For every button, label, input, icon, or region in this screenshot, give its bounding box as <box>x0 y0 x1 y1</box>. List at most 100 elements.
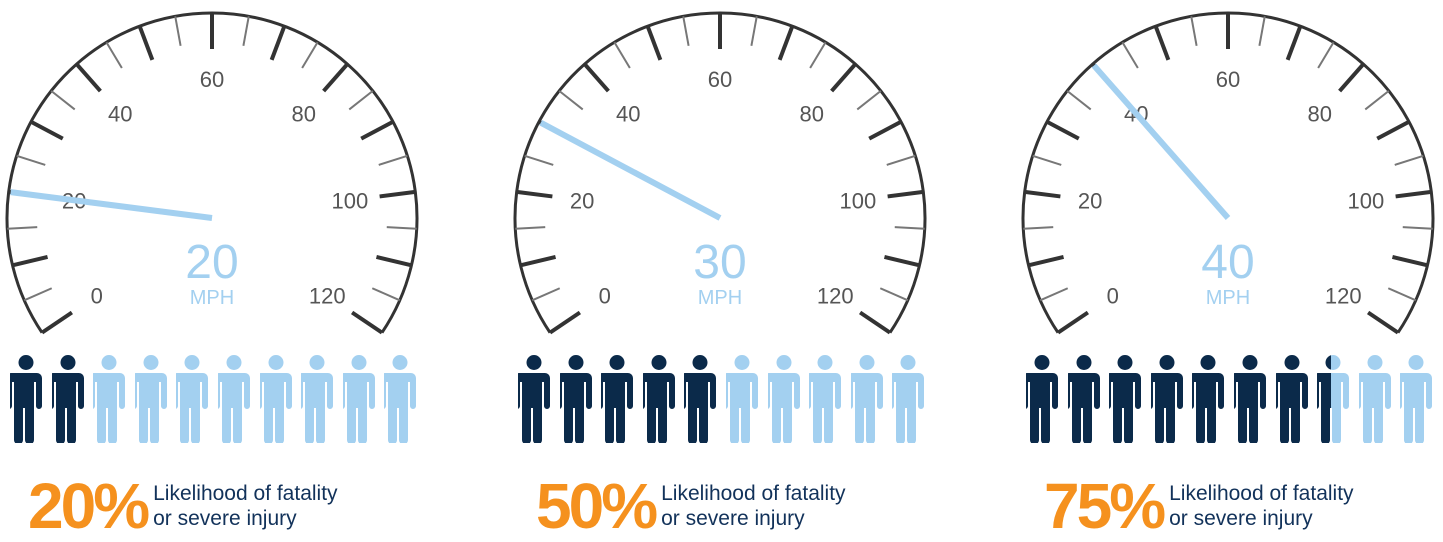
person-icon <box>1233 355 1266 443</box>
gauge-minor-tick <box>886 154 916 166</box>
gauge-major-tick <box>583 62 610 93</box>
gauge-tick-label: 0 <box>599 284 611 309</box>
person-icon <box>559 355 592 443</box>
gauge-minor-tick <box>1258 16 1266 47</box>
gauge-minor-tick <box>301 41 319 69</box>
gauge-minor-tick <box>16 154 46 166</box>
person-icon <box>518 355 550 443</box>
person-icon <box>134 355 167 443</box>
gauge-major-tick <box>1024 189 1061 199</box>
people-figures <box>518 355 934 443</box>
gauge-minor-tick <box>1023 226 1054 230</box>
gauge-tick-label: 100 <box>840 188 877 213</box>
gauge-minor-tick <box>105 41 123 69</box>
fatality-stat: 20% Likelihood of fatality or severe inj… <box>28 474 338 538</box>
fatality-description: Likelihood of fatality or severe injury <box>661 481 845 531</box>
person-icon <box>1192 355 1225 443</box>
gauge-major-tick <box>1338 62 1365 93</box>
fatality-percentage: 20% <box>28 470 150 542</box>
person-icon <box>1067 355 1100 443</box>
fatality-percentage: 75% <box>1044 470 1166 542</box>
gauge-tick-label: 40 <box>616 102 640 127</box>
people-figures <box>1026 355 1442 443</box>
gauge-major-tick <box>645 25 663 61</box>
gauge-major-tick <box>830 62 857 93</box>
gauge-ticks <box>515 13 925 335</box>
gauge-minor-tick <box>750 16 758 47</box>
gauge-major-tick <box>1395 189 1432 199</box>
person-icon <box>850 355 883 443</box>
gauge-tick-label: 20 <box>570 188 594 213</box>
description-line-1: Likelihood of fatality <box>661 482 846 505</box>
description-line-1: Likelihood of fatality <box>153 482 338 505</box>
person-icon <box>301 355 334 443</box>
gauge-major-tick <box>887 189 924 199</box>
gauge-major-tick <box>350 310 384 335</box>
description-line-2: or severe injury <box>1169 507 1313 530</box>
gauge-minor-tick <box>7 226 38 230</box>
gauge-minor-tick <box>1121 41 1139 69</box>
gauge-minor-tick <box>378 154 408 166</box>
gauge-tick-labels: 0 20 40 60 80 100 120 <box>570 67 876 309</box>
description-line-2: or severe injury <box>153 507 297 530</box>
person-icon <box>342 355 375 443</box>
gauge-minor-tick <box>174 16 182 47</box>
person-icon <box>259 355 292 443</box>
people-figures <box>10 355 426 443</box>
gauge-major-tick <box>1056 310 1090 335</box>
gauge-major-tick <box>75 62 102 93</box>
speed-value: 30 <box>693 236 746 289</box>
gauge-tick-label: 120 <box>309 284 346 309</box>
gauge-minor-tick <box>1317 41 1335 69</box>
gauge-major-tick <box>1285 25 1303 61</box>
person-icon <box>642 355 675 443</box>
fatality-percentage: 50% <box>536 470 658 542</box>
gauge-tick-label: 80 <box>292 102 316 127</box>
gauge-major-tick <box>1376 119 1410 141</box>
gauge-minor-tick <box>1032 154 1062 166</box>
gauge-minor-tick <box>613 41 631 69</box>
speedometer-gauge: 0 20 40 60 80 100 120 30 MPH <box>513 11 927 335</box>
gauge-major-tick <box>379 189 416 199</box>
gauge-tick-label: 20 <box>1078 188 1102 213</box>
gauge-minor-tick <box>682 16 690 47</box>
fatality-stat: 75% Likelihood of fatality or severe inj… <box>1044 474 1354 538</box>
person-icon <box>725 355 758 443</box>
gauge-needle <box>1091 63 1231 220</box>
gauge-minor-tick <box>371 287 401 302</box>
gauge-minor-tick <box>879 287 909 302</box>
fatality-description: Likelihood of fatality or severe injury <box>153 481 337 531</box>
gauge-minor-tick <box>531 287 561 302</box>
gauge-minor-tick <box>386 226 417 230</box>
gauge-minor-tick <box>348 90 374 111</box>
person-icon <box>176 355 209 443</box>
speed-unit: MPH <box>190 287 234 309</box>
gauge-major-tick <box>858 310 892 335</box>
description-line-2: or severe injury <box>661 507 805 530</box>
gauge-minor-tick <box>809 41 827 69</box>
gauge-minor-tick <box>856 90 882 111</box>
gauge-tick-label: 0 <box>1107 284 1119 309</box>
gauge-tick-label: 60 <box>200 67 224 92</box>
gauge-tick-label: 120 <box>1325 284 1362 309</box>
description-line-1: Likelihood of fatality <box>1169 482 1354 505</box>
gauge-tick-label: 100 <box>1348 188 1385 213</box>
gauge-tick-label: 0 <box>91 284 103 309</box>
gauge-major-tick <box>883 255 920 268</box>
person-icon <box>1109 355 1142 443</box>
gauge-major-tick <box>1391 255 1428 268</box>
person-icon <box>51 355 84 443</box>
person-icon <box>1358 355 1391 443</box>
gauge-major-tick <box>1153 25 1171 61</box>
person-icon <box>1400 355 1433 443</box>
person-icon <box>809 355 842 443</box>
person-icon <box>892 355 925 443</box>
gauge-major-tick <box>322 62 349 93</box>
person-icon <box>1150 355 1183 443</box>
gauge-minor-tick <box>1402 226 1433 230</box>
person-icon <box>1275 355 1308 443</box>
